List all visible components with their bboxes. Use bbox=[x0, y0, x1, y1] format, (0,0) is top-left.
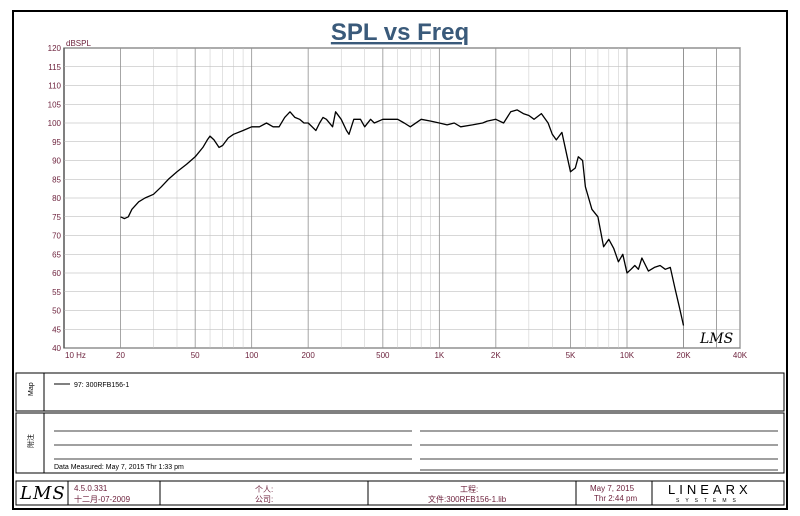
y-axis-unit: dBSPL bbox=[66, 39, 91, 48]
legend-entry: 97: 300RFB156-1 bbox=[74, 382, 129, 389]
lms-logo: LMS bbox=[20, 483, 66, 504]
y-tick-label: 55 bbox=[52, 288, 61, 297]
chart-frame bbox=[12, 10, 788, 510]
footer-company: 公司: bbox=[255, 495, 274, 504]
y-tick-label: 115 bbox=[48, 63, 61, 72]
footer-date: May 7, 2015 bbox=[590, 484, 635, 493]
footer-file: 文件:300RFB156-1.lib bbox=[428, 495, 507, 504]
legend-panel-label: Map bbox=[28, 382, 35, 396]
legend-panel bbox=[15, 372, 785, 412]
y-tick-label: 70 bbox=[52, 232, 61, 241]
y-tick-label: 40 bbox=[52, 344, 61, 353]
linearx-logo-sub: SYSTEMS bbox=[676, 498, 742, 504]
x-tick-label: 500 bbox=[376, 351, 390, 360]
plot-watermark: LMS bbox=[699, 331, 733, 347]
x-tick-label: 10K bbox=[620, 351, 635, 360]
x-tick-label: 20K bbox=[676, 351, 691, 360]
y-tick-label: 80 bbox=[52, 194, 61, 203]
x-tick-label: 5K bbox=[566, 351, 576, 360]
y-tick-label: 65 bbox=[52, 250, 61, 259]
series-line bbox=[120, 109, 685, 326]
plot-grid bbox=[63, 47, 741, 349]
measured-text: Data Measured: May 7, 2015 Thr 1:33 pm bbox=[54, 464, 184, 471]
x-tick-label: 1K bbox=[434, 351, 444, 360]
x-tick-label: 50 bbox=[191, 351, 200, 360]
footer-version: 4.5.0.331 bbox=[74, 484, 108, 493]
footer-date-cn: 十二月-07-2009 bbox=[74, 495, 131, 504]
x-tick-label: 40K bbox=[733, 351, 748, 360]
y-tick-label: 45 bbox=[52, 325, 61, 334]
y-tick-label: 75 bbox=[52, 213, 61, 222]
plot-ticks: 40 45 50 55 60 65 70 75 80 85 90 95 100 105 110 115 120 1… bbox=[48, 44, 748, 360]
y-tick-label: 110 bbox=[48, 82, 61, 91]
notes-panel-label: 附注 bbox=[26, 434, 35, 448]
footer-project: 工程: bbox=[460, 485, 479, 494]
y-tick-label: 95 bbox=[52, 138, 61, 147]
x-tick-label: 200 bbox=[301, 351, 315, 360]
x-tick-label: 100 bbox=[245, 351, 259, 360]
notes-panel bbox=[15, 412, 785, 474]
footer-panel bbox=[15, 480, 785, 506]
y-tick-label: 85 bbox=[52, 175, 61, 184]
x-tick-label: 20 bbox=[116, 351, 125, 360]
y-tick-label: 50 bbox=[52, 307, 61, 316]
y-tick-label: 90 bbox=[52, 157, 61, 166]
y-tick-label: 120 bbox=[48, 44, 62, 53]
y-tick-label: 60 bbox=[52, 269, 61, 278]
y-tick-label: 100 bbox=[48, 119, 62, 128]
footer-personal: 个人: bbox=[255, 485, 274, 494]
footer-time: Thr 2:44 pm bbox=[594, 494, 638, 503]
linearx-logo: LINEARX bbox=[668, 482, 752, 497]
x-tick-label: 10 Hz bbox=[65, 351, 86, 360]
x-tick-label: 2K bbox=[491, 351, 501, 360]
notes-lines bbox=[54, 430, 778, 471]
plot-series bbox=[120, 109, 685, 326]
chart-title: SPL vs Freq bbox=[331, 19, 469, 46]
y-tick-label: 105 bbox=[48, 100, 62, 109]
